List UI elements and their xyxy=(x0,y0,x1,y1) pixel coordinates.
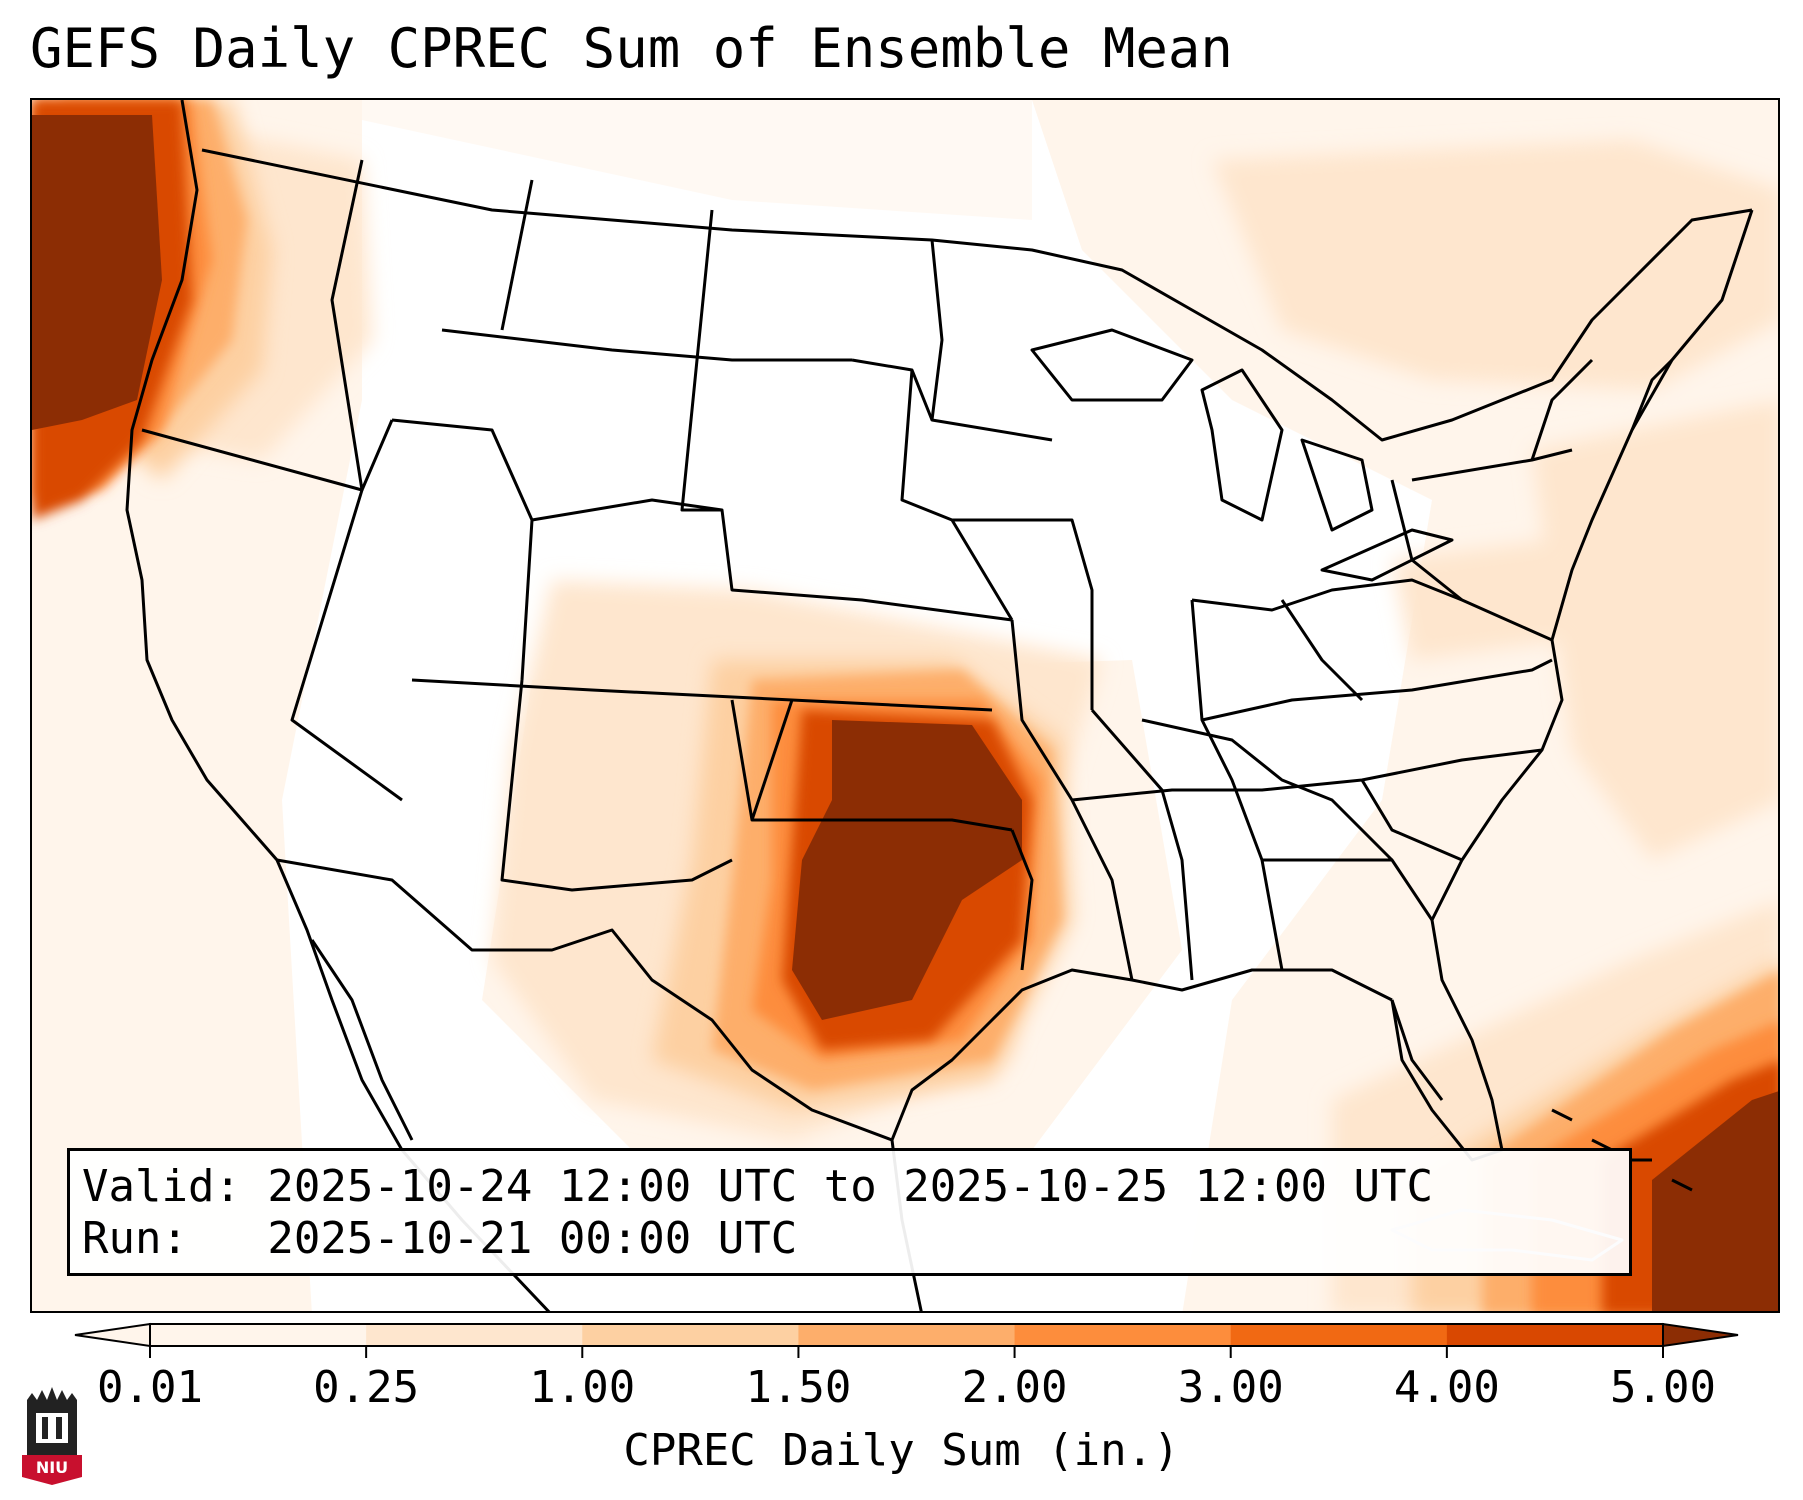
colorbar-segment xyxy=(150,1324,367,1346)
logo-text: NIU xyxy=(36,1458,68,1477)
precip-map xyxy=(30,98,1780,1313)
precip-field xyxy=(32,100,1778,1311)
colorbar-tick-label: 3.00 xyxy=(1177,1362,1284,1413)
valid-time-text: Valid: 2025-10-24 12:00 UTC to 2025-10-2… xyxy=(82,1161,1434,1212)
colorbar-tick-label: 1.00 xyxy=(529,1362,636,1413)
colorbar-tick-label: 0.01 xyxy=(97,1362,203,1413)
info-box: Valid: 2025-10-24 12:00 UTC to 2025-10-2… xyxy=(67,1148,1632,1276)
colorbar-tick-label: 4.00 xyxy=(1393,1362,1500,1413)
colorbar xyxy=(74,1322,1739,1358)
colorbar-label: CPREC Daily Sum (in.) xyxy=(623,1425,1180,1476)
colorbar-extend-low xyxy=(74,1322,151,1348)
colorbar-tick-label: 1.50 xyxy=(745,1362,852,1413)
colorbar-tick-label: 5.00 xyxy=(1610,1362,1716,1413)
colorbar-extend-high xyxy=(1662,1322,1739,1348)
colorbar-tick-label: 2.00 xyxy=(961,1362,1068,1413)
niu-castle-logo: NIU xyxy=(22,1387,82,1485)
colorbar-segment xyxy=(798,1324,1016,1346)
colorbar-segment xyxy=(1446,1324,1664,1346)
colorbar-outline xyxy=(149,1323,1664,1347)
colorbar-segment xyxy=(1230,1324,1448,1346)
colorbar-segment xyxy=(582,1324,799,1346)
colorbar-tick-label: 0.25 xyxy=(313,1362,420,1413)
run-time-text: Run: 2025-10-21 00:00 UTC xyxy=(82,1213,798,1264)
colorbar-segment xyxy=(1014,1324,1232,1346)
page-title: GEFS Daily CPREC Sum of Ensemble Mean xyxy=(30,17,1233,80)
colorbar-segment xyxy=(366,1324,583,1346)
map-canvas xyxy=(32,100,1778,1311)
